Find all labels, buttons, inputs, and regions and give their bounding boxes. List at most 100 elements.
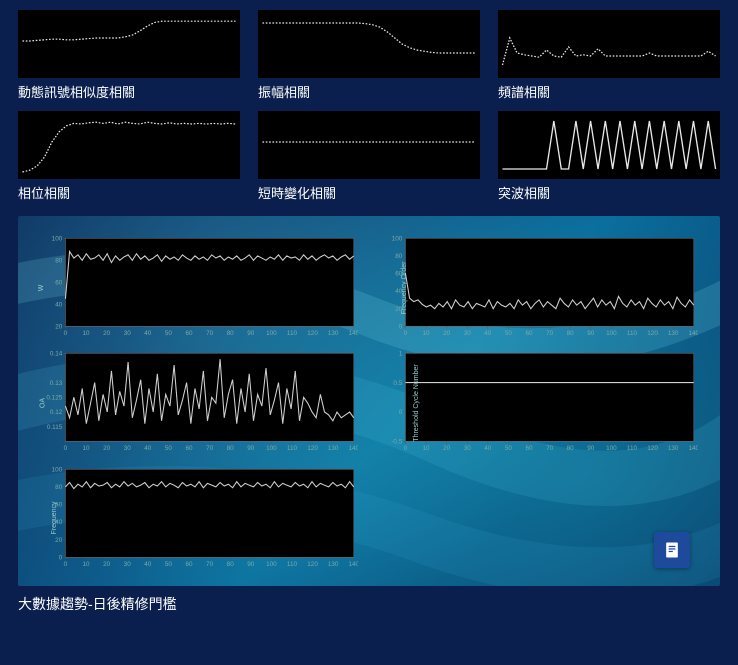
svg-text:20: 20 xyxy=(443,445,450,452)
svg-text:0: 0 xyxy=(399,409,403,416)
svg-text:80: 80 xyxy=(227,330,234,337)
svg-text:0: 0 xyxy=(64,561,68,568)
svg-text:80: 80 xyxy=(55,257,62,264)
svg-text:100: 100 xyxy=(266,561,277,568)
svg-text:1: 1 xyxy=(399,351,403,358)
sub-ylabel-3: Threshold Cycle Number xyxy=(413,364,420,441)
sub-chart-4: 0204060801000102030405060708090100110120… xyxy=(40,465,358,572)
mini-panel-0: 動態訊號相似度相關 xyxy=(18,10,240,101)
sub-cell-2: OA 0.1150.120.1250.130.14010203040506070… xyxy=(40,349,358,456)
svg-text:10: 10 xyxy=(83,445,90,452)
svg-text:60: 60 xyxy=(525,330,532,337)
svg-text:70: 70 xyxy=(206,561,214,568)
svg-text:0: 0 xyxy=(399,323,403,330)
svg-text:80: 80 xyxy=(55,484,63,491)
svg-text:90: 90 xyxy=(247,445,254,452)
svg-text:140: 140 xyxy=(348,445,358,452)
svg-text:30: 30 xyxy=(124,445,131,452)
svg-text:80: 80 xyxy=(227,445,234,452)
mini-label-3: 相位相關 xyxy=(18,183,240,202)
sub-cell-5 xyxy=(380,465,698,572)
svg-text:120: 120 xyxy=(647,330,658,337)
svg-text:50: 50 xyxy=(505,445,512,452)
svg-text:50: 50 xyxy=(505,330,512,337)
svg-text:40: 40 xyxy=(484,445,491,452)
mini-label-1: 振幅相關 xyxy=(258,82,480,101)
svg-text:0: 0 xyxy=(64,445,68,452)
big-trend-panel: W 20406080100010203040506070809010011012… xyxy=(18,216,720,586)
mini-chart-2 xyxy=(498,10,720,78)
svg-text:90: 90 xyxy=(247,330,254,337)
svg-text:110: 110 xyxy=(287,561,298,568)
svg-text:20: 20 xyxy=(443,330,450,337)
report-button[interactable] xyxy=(654,532,690,568)
svg-text:100: 100 xyxy=(392,235,403,242)
svg-text:100: 100 xyxy=(52,466,63,473)
svg-text:130: 130 xyxy=(668,445,679,452)
svg-text:130: 130 xyxy=(328,561,339,568)
svg-text:70: 70 xyxy=(546,330,553,337)
svg-text:110: 110 xyxy=(287,330,298,337)
svg-text:120: 120 xyxy=(647,445,658,452)
sub-chart-0: 2040608010001020304050607080901001101201… xyxy=(40,234,358,341)
svg-text:60: 60 xyxy=(55,279,62,286)
mini-panel-2: 頻譜相關 xyxy=(498,10,720,101)
svg-text:20: 20 xyxy=(103,445,110,452)
svg-text:110: 110 xyxy=(627,330,638,337)
mini-panel-1: 振幅相關 xyxy=(258,10,480,101)
svg-text:30: 30 xyxy=(124,561,132,568)
mini-chart-1 xyxy=(258,10,480,78)
svg-text:10: 10 xyxy=(423,330,430,337)
svg-text:110: 110 xyxy=(287,445,298,452)
svg-text:100: 100 xyxy=(606,330,617,337)
sub-ylabel-1: Frequency Order xyxy=(401,261,408,314)
svg-text:120: 120 xyxy=(307,330,318,337)
svg-text:60: 60 xyxy=(185,561,193,568)
svg-text:0.13: 0.13 xyxy=(50,380,63,387)
sub-chart-2: 0.1150.120.1250.130.14010203040506070809… xyxy=(40,349,358,456)
mini-chart-4 xyxy=(258,111,480,179)
svg-text:0.5: 0.5 xyxy=(393,380,402,387)
sub-ylabel-2: OA xyxy=(40,398,47,408)
svg-text:80: 80 xyxy=(395,253,402,260)
svg-text:30: 30 xyxy=(464,330,471,337)
svg-text:30: 30 xyxy=(464,445,471,452)
svg-text:50: 50 xyxy=(165,330,172,337)
svg-text:50: 50 xyxy=(165,445,172,452)
svg-text:40: 40 xyxy=(484,330,491,337)
mini-chart-0 xyxy=(18,10,240,78)
svg-text:140: 140 xyxy=(688,330,698,337)
svg-text:90: 90 xyxy=(247,561,255,568)
svg-text:140: 140 xyxy=(688,445,698,452)
svg-text:140: 140 xyxy=(348,330,358,337)
svg-text:130: 130 xyxy=(668,330,679,337)
svg-text:10: 10 xyxy=(83,330,90,337)
svg-text:0.14: 0.14 xyxy=(50,351,63,358)
svg-text:50: 50 xyxy=(165,561,173,568)
svg-text:130: 130 xyxy=(328,445,339,452)
svg-text:0.115: 0.115 xyxy=(47,424,63,431)
big-panel-label: 大數據趨勢-日後精修門檻 xyxy=(0,586,738,614)
svg-text:120: 120 xyxy=(307,445,318,452)
sub-cell-4: Frequency 020406080100010203040506070809… xyxy=(40,465,358,572)
svg-text:0.12: 0.12 xyxy=(50,409,63,416)
svg-text:10: 10 xyxy=(83,561,91,568)
svg-text:40: 40 xyxy=(144,445,151,452)
svg-text:100: 100 xyxy=(52,235,63,242)
svg-text:0: 0 xyxy=(59,554,63,561)
svg-text:0: 0 xyxy=(404,445,408,452)
svg-text:40: 40 xyxy=(55,301,62,308)
svg-text:70: 70 xyxy=(206,445,213,452)
svg-text:20: 20 xyxy=(103,561,111,568)
sub-chart-grid: W 20406080100010203040506070809010011012… xyxy=(18,216,720,586)
sub-chart-3: -0.500.510102030405060708090100110120130… xyxy=(380,349,698,456)
svg-text:60: 60 xyxy=(525,445,532,452)
sub-ylabel-4: Frequency xyxy=(51,502,58,535)
svg-text:140: 140 xyxy=(348,561,358,568)
svg-text:110: 110 xyxy=(627,445,638,452)
svg-text:0: 0 xyxy=(64,330,68,337)
document-icon xyxy=(662,540,682,560)
sub-ylabel-0: W xyxy=(38,284,45,291)
svg-text:0.125: 0.125 xyxy=(46,395,62,402)
svg-text:20: 20 xyxy=(103,330,110,337)
